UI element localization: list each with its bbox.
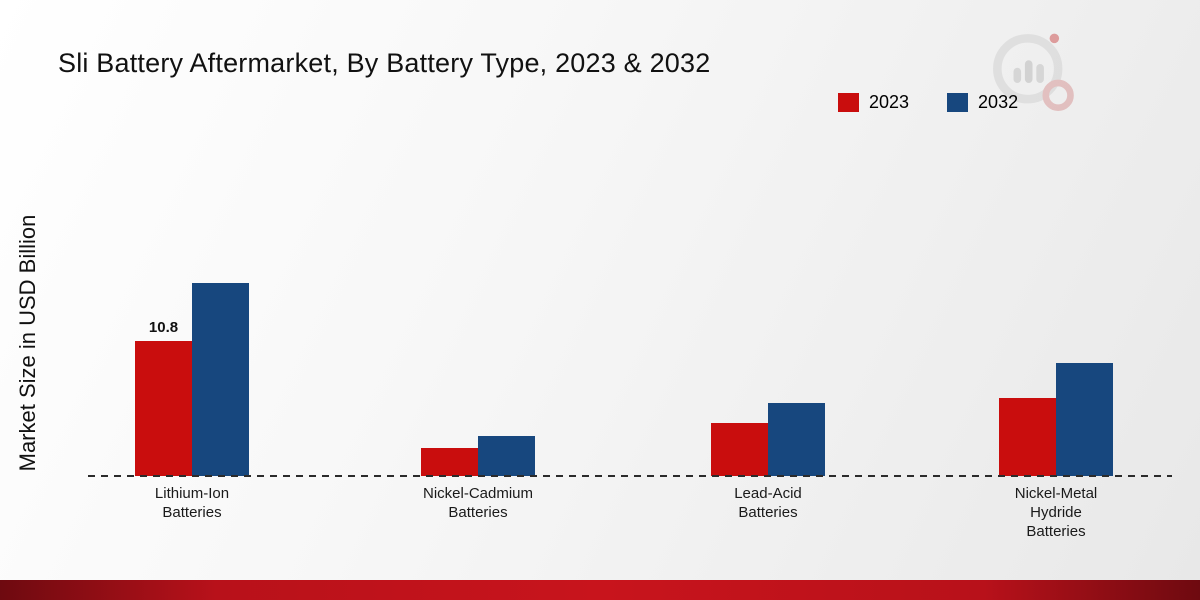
legend-item-2023: 2023 xyxy=(838,92,909,113)
category-label-nickel-metal-hydride-batteries: Nickel-Metal Hydride Batteries xyxy=(1014,485,1098,541)
bar-2023-lithium-ion-batteries: 10.8 xyxy=(135,319,192,476)
chart-title: Sli Battery Aftermarket, By Battery Type… xyxy=(58,48,711,79)
bar-group-lithium-ion-batteries: 10.8 xyxy=(135,283,249,476)
bar-2032-nickel-metal-hydride-batteries xyxy=(1056,363,1113,476)
legend-label-2032: 2032 xyxy=(978,92,1019,112)
category-label-lead-acid-batteries: Lead-Acid Batteries xyxy=(734,485,802,522)
bar-2023-nickel-cadmium-batteries xyxy=(421,448,478,476)
y-axis-label: Market Size in USD Billion xyxy=(15,214,40,472)
brand-watermark-logo xyxy=(993,33,1074,112)
footer-accent-bar xyxy=(0,580,1200,600)
legend-swatch-2032 xyxy=(947,93,969,112)
bar-group-lead-acid-batteries xyxy=(711,403,825,476)
legend-swatch-2023 xyxy=(838,93,859,112)
x-axis-baseline xyxy=(88,475,1172,477)
bar-value-label: 10.8 xyxy=(148,319,179,336)
legend-item-2032: 2032 xyxy=(947,92,1018,113)
legend: 2023 2032 xyxy=(838,92,1018,113)
legend-label-2023: 2023 xyxy=(869,92,910,112)
plot-area: 10.8 xyxy=(88,276,1172,476)
bar-2032-nickel-cadmium-batteries xyxy=(478,436,535,476)
category-label-nickel-cadmium-batteries: Nickel-Cadmium Batteries xyxy=(422,485,534,522)
category-label-lithium-ion-batteries: Lithium-Ion Batteries xyxy=(154,485,230,522)
bar-2023-nickel-metal-hydride-batteries xyxy=(999,398,1056,476)
bar-2023-lead-acid-batteries xyxy=(711,423,768,476)
bar-group-nickel-metal-hydride-batteries xyxy=(999,363,1113,476)
bar-group-nickel-cadmium-batteries xyxy=(421,436,535,476)
bar-2032-lithium-ion-batteries xyxy=(192,283,249,476)
bar-2032-lead-acid-batteries xyxy=(768,403,825,476)
